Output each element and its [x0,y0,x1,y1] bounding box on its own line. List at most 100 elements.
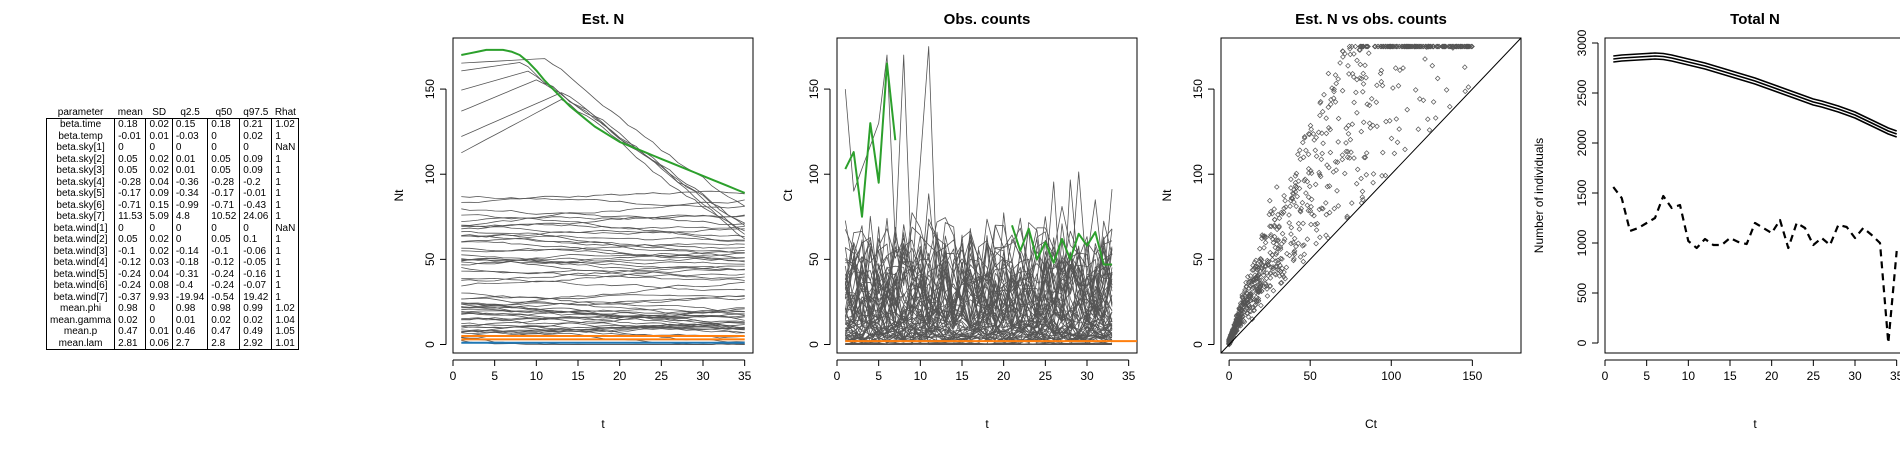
plot-frame [1604,37,1900,354]
x-tick-label: 15 [571,369,585,383]
scatter-point [1360,197,1366,203]
table-header-cell: Rhat [274,106,296,118]
scatter-point [1349,71,1356,77]
scatter-point [1275,211,1281,218]
chart-title: Est. N [582,11,625,28]
scatter-point [1440,43,1446,50]
table-cell: -0.01 [114,130,146,142]
scatter-point [1256,271,1262,277]
scatter-point [1352,43,1359,50]
scatter-point [1288,197,1294,204]
scatter-point [1279,230,1286,237]
scatter-point [1267,270,1273,277]
scatter-point [1291,249,1297,256]
scatter-point [1331,86,1337,93]
y-tick-label: 500 [1575,283,1589,303]
scatter-point [1379,82,1386,89]
scatter-point [1305,166,1312,172]
scatter-point [1288,240,1294,247]
scatter-point [1359,188,1366,195]
scatter-point [1395,43,1401,50]
x-tick-label: 100 [1381,369,1401,383]
count-line [844,307,1113,338]
scatter-point [1317,99,1324,105]
scatter-point [1394,139,1401,146]
scatter-point [1320,205,1326,212]
scatter-point [1279,265,1285,272]
table-cell: 1 [271,234,299,246]
scatter-point [1283,264,1290,271]
scatter-point [1364,43,1371,50]
table-cell: 0.08 [145,280,173,292]
table-header-cell: mean [117,106,143,118]
scatter-point [1300,220,1306,227]
scatter-point [1448,43,1454,50]
scatter-point [1294,193,1300,200]
scatter-point [1383,118,1389,125]
count-line [844,179,1113,325]
table-header-row: parameter mean SD q2.5 q50 q97.5 Rhat [47,106,299,119]
x-tick-label: 15 [1723,369,1737,383]
scatter-point [1296,226,1303,232]
scatter-point [1260,233,1266,239]
scatter-point [1316,169,1322,176]
table-param-name: beta.sky[6] [45,199,115,211]
plot-frame [1220,37,1522,354]
table-cell: 0.49 [239,326,272,338]
scatter-point [1261,233,1267,240]
scatter-point [1252,272,1258,278]
table-cell: 4.8 [171,211,208,223]
scatter-point [1274,249,1280,256]
count-line [844,264,1113,329]
y-tick-label: 1500 [1575,179,1589,206]
table-cell: 0.05 [207,165,240,177]
scatter-point [1346,71,1352,77]
table-cell: -19.94 [171,291,208,303]
table-cell: 0.09 [239,153,272,165]
x-tick-label: 35 [738,369,752,383]
scatter-point [1299,243,1306,249]
scatter-point [1321,91,1327,98]
scatter-point [1263,275,1270,282]
scatter-point [1301,242,1307,248]
scatter-point [1324,183,1331,190]
highlight-count-line [844,62,897,218]
scatter-point [1364,43,1370,50]
scatter-point [1257,282,1264,288]
scatter-point [1275,267,1281,273]
table-cell: 0 [207,142,240,154]
table-header-cell: q50 [215,106,233,118]
scatter-point [1229,328,1235,335]
scatter-point [1300,139,1306,146]
scatter-point [1290,190,1296,196]
table-cell: 0 [145,303,173,315]
scatter-point [1377,70,1384,77]
scatter-point [1305,207,1312,214]
scatter-point [1302,176,1308,183]
scatter-point [1256,288,1263,294]
y-tick-label: 1000 [1575,229,1589,256]
scatter-point [1269,256,1276,263]
table-cell: -0.12 [207,257,240,269]
scatter-point [1441,43,1448,50]
scatter-point [1268,223,1275,230]
scatter-point [1420,97,1427,104]
scatter-point [1382,172,1389,179]
table-cell: 1.05 [271,326,299,338]
scatter-point [1297,156,1304,162]
scatter-point [1279,272,1286,278]
scatter-point [1327,149,1334,156]
scatter-point [1337,60,1343,66]
y-tick-label: 100 [807,164,821,184]
site-line [461,311,745,334]
table-cell: -0.24 [207,280,240,292]
scatter-point [1411,43,1418,50]
scatter-point [1303,190,1309,196]
site-line [461,326,745,334]
scatter-point [1422,56,1428,62]
dashed-total-line [1612,186,1898,345]
table-param-name: beta.wind[7] [45,291,115,303]
scatter-point [1430,99,1437,105]
site-line [461,308,745,321]
scatter-point [1291,235,1298,242]
